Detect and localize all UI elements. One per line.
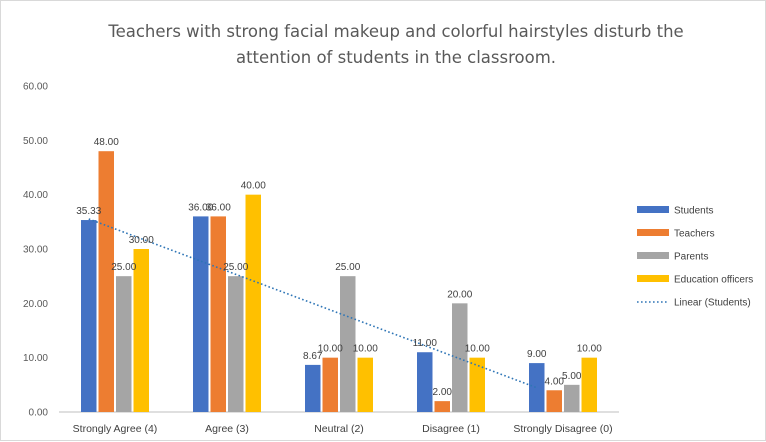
data-label: 2.00 <box>433 387 453 398</box>
legend-swatch <box>637 252 669 259</box>
data-label: 25.00 <box>223 262 248 273</box>
bar-education-officers <box>245 194 261 412</box>
data-label: 36.00 <box>188 202 213 213</box>
y-tick-label: 30.00 <box>23 245 48 256</box>
data-label: 40.00 <box>241 181 266 192</box>
x-tick-label: Neutral (2) <box>314 423 364 435</box>
data-label: 8.67 <box>303 351 323 362</box>
bar-students <box>417 352 433 412</box>
data-label: 30.00 <box>129 235 154 246</box>
data-label: 25.00 <box>111 262 136 273</box>
bar-parents <box>228 276 244 412</box>
legend-label: Parents <box>674 252 708 263</box>
x-tick-label: Disagree (1) <box>422 423 480 435</box>
legend-swatch <box>637 229 669 236</box>
bar-education-officers <box>357 357 373 412</box>
bar-students <box>193 216 209 412</box>
chart-title: Teachers with strong facial makeup and c… <box>61 19 731 71</box>
data-label: 11.00 <box>413 338 438 349</box>
legend-label: Linear (Students) <box>674 298 751 309</box>
x-tick-label: Strongly Disagree (0) <box>513 423 612 435</box>
bar-education-officers <box>469 357 485 412</box>
chart-title-line-2: attention of students in the classroom. <box>235 48 557 67</box>
y-tick-label: 10.00 <box>23 353 48 364</box>
legend-label: Teachers <box>674 229 715 240</box>
x-tick-label: Strongly Agree (4) <box>73 423 158 435</box>
data-label: 48.00 <box>94 137 119 148</box>
x-tick-label: Agree (3) <box>205 423 249 435</box>
data-label: 20.00 <box>447 289 472 300</box>
bar-students <box>305 364 321 412</box>
bar-education-officers <box>133 249 149 412</box>
y-tick-label: 20.00 <box>23 299 48 310</box>
data-label: 36.00 <box>206 202 231 213</box>
chart-title-line-1: Teachers with strong facial makeup and c… <box>108 22 684 41</box>
y-tick-label: 40.00 <box>23 190 48 201</box>
legend-swatch <box>637 275 669 282</box>
legend-swatch <box>637 206 669 213</box>
bar-education-officers <box>581 357 597 412</box>
data-label: 10.00 <box>318 344 343 355</box>
y-tick-label: 60.00 <box>23 82 48 93</box>
bar-students <box>81 220 97 412</box>
legend-label: Students <box>674 206 713 217</box>
data-label: 9.00 <box>527 349 547 360</box>
bar-parents <box>340 276 356 412</box>
y-tick-label: 50.00 <box>23 136 48 147</box>
bar-parents <box>564 384 580 412</box>
data-label: 4.00 <box>545 376 565 387</box>
legend-label: Education officers <box>674 275 753 286</box>
y-tick-label: 0.00 <box>29 408 49 419</box>
bar-teachers <box>434 401 450 412</box>
bar-students <box>529 363 545 412</box>
bar-teachers <box>98 151 114 412</box>
bar-parents <box>452 303 468 412</box>
data-label: 5.00 <box>562 371 582 382</box>
data-label: 10.00 <box>577 344 602 355</box>
data-label: 35.33 <box>76 206 101 217</box>
data-label: 10.00 <box>353 344 378 355</box>
bar-teachers <box>210 216 226 412</box>
bar-teachers <box>546 390 562 412</box>
bar-parents <box>116 276 132 412</box>
bar-teachers <box>322 357 338 412</box>
data-label: 10.00 <box>465 344 490 355</box>
data-label: 25.00 <box>335 262 360 273</box>
